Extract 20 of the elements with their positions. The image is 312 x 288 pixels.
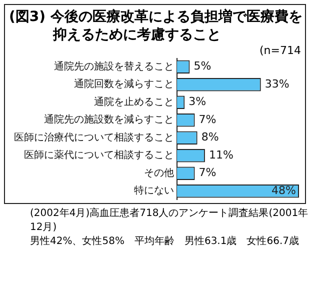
y-tick-label: 通院先の施設を替えること bbox=[54, 60, 174, 72]
data-label: 48% bbox=[272, 184, 296, 197]
data-label: 7% bbox=[198, 112, 216, 126]
y-tick-label: 通院を止めること bbox=[94, 96, 174, 108]
data-label: 33% bbox=[264, 77, 290, 90]
y-tick-label: 特にない bbox=[134, 184, 174, 197]
data-label: 3% bbox=[188, 95, 206, 108]
text: 男性42%、女性58% 平均年齢 男性63.1歳 女性66.7歳 bbox=[30, 235, 300, 249]
y-tick-label: その他 bbox=[144, 166, 174, 179]
y-tick-label: 通院回数を減らすこと bbox=[74, 78, 174, 90]
text: (n=714 bbox=[258, 44, 301, 58]
text: (2002年4月)高血圧患者718人のアンケート調査結果(2001年12月) bbox=[30, 207, 310, 235]
data-label: 11% bbox=[208, 148, 234, 162]
data-label: 7% bbox=[198, 166, 216, 180]
data-label: 8% bbox=[201, 130, 219, 144]
data-label: 5% bbox=[194, 60, 212, 73]
y-tick-label: 医師に治療代について相談すること bbox=[14, 131, 174, 144]
y-tick-label: 医師に薬代について相談すること bbox=[24, 149, 174, 162]
chart-title: (図3) 今後の医療改革による負担増で医療費を抑えるために考慮すること bbox=[9, 8, 303, 44]
y-tick-label: 通院先の施設数を減らすこと bbox=[44, 114, 174, 126]
